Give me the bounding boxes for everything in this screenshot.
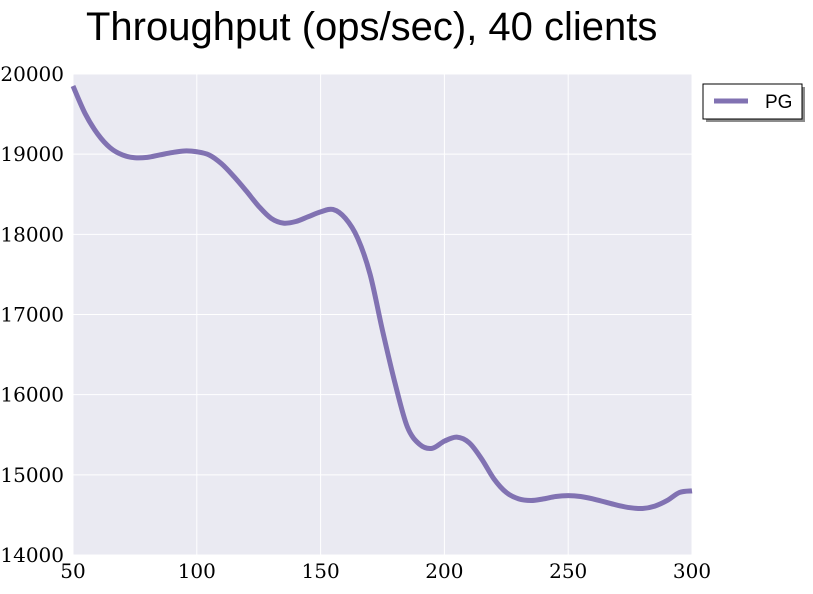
y-tick-label: 18000	[0, 222, 64, 246]
x-tick-label: 200	[425, 559, 463, 583]
y-tick-label: 16000	[0, 383, 64, 407]
y-axis-ticks: 14000 15000 16000 17000 18000 19000 20000	[0, 62, 64, 567]
x-tick-label: 50	[60, 559, 85, 583]
legend-label-pg: PG	[765, 92, 792, 113]
legend: PG	[702, 83, 805, 122]
y-tick-label: 15000	[0, 463, 64, 487]
chart-title: Throughput (ops/sec), 40 clients	[86, 5, 657, 49]
y-tick-label: 14000	[0, 543, 64, 567]
x-tick-label: 300	[673, 559, 711, 583]
y-tick-label: 19000	[0, 142, 64, 166]
grid-lines	[72, 73, 693, 556]
x-tick-label: 250	[549, 559, 587, 583]
x-axis-ticks: 50 100 150 200 250 300	[60, 559, 711, 583]
y-tick-label: 17000	[0, 303, 64, 327]
x-tick-label: 150	[302, 559, 340, 583]
series-line-pg	[70, 85, 693, 512]
y-tick-label: 20000	[0, 62, 64, 86]
x-tick-label: 100	[178, 559, 216, 583]
